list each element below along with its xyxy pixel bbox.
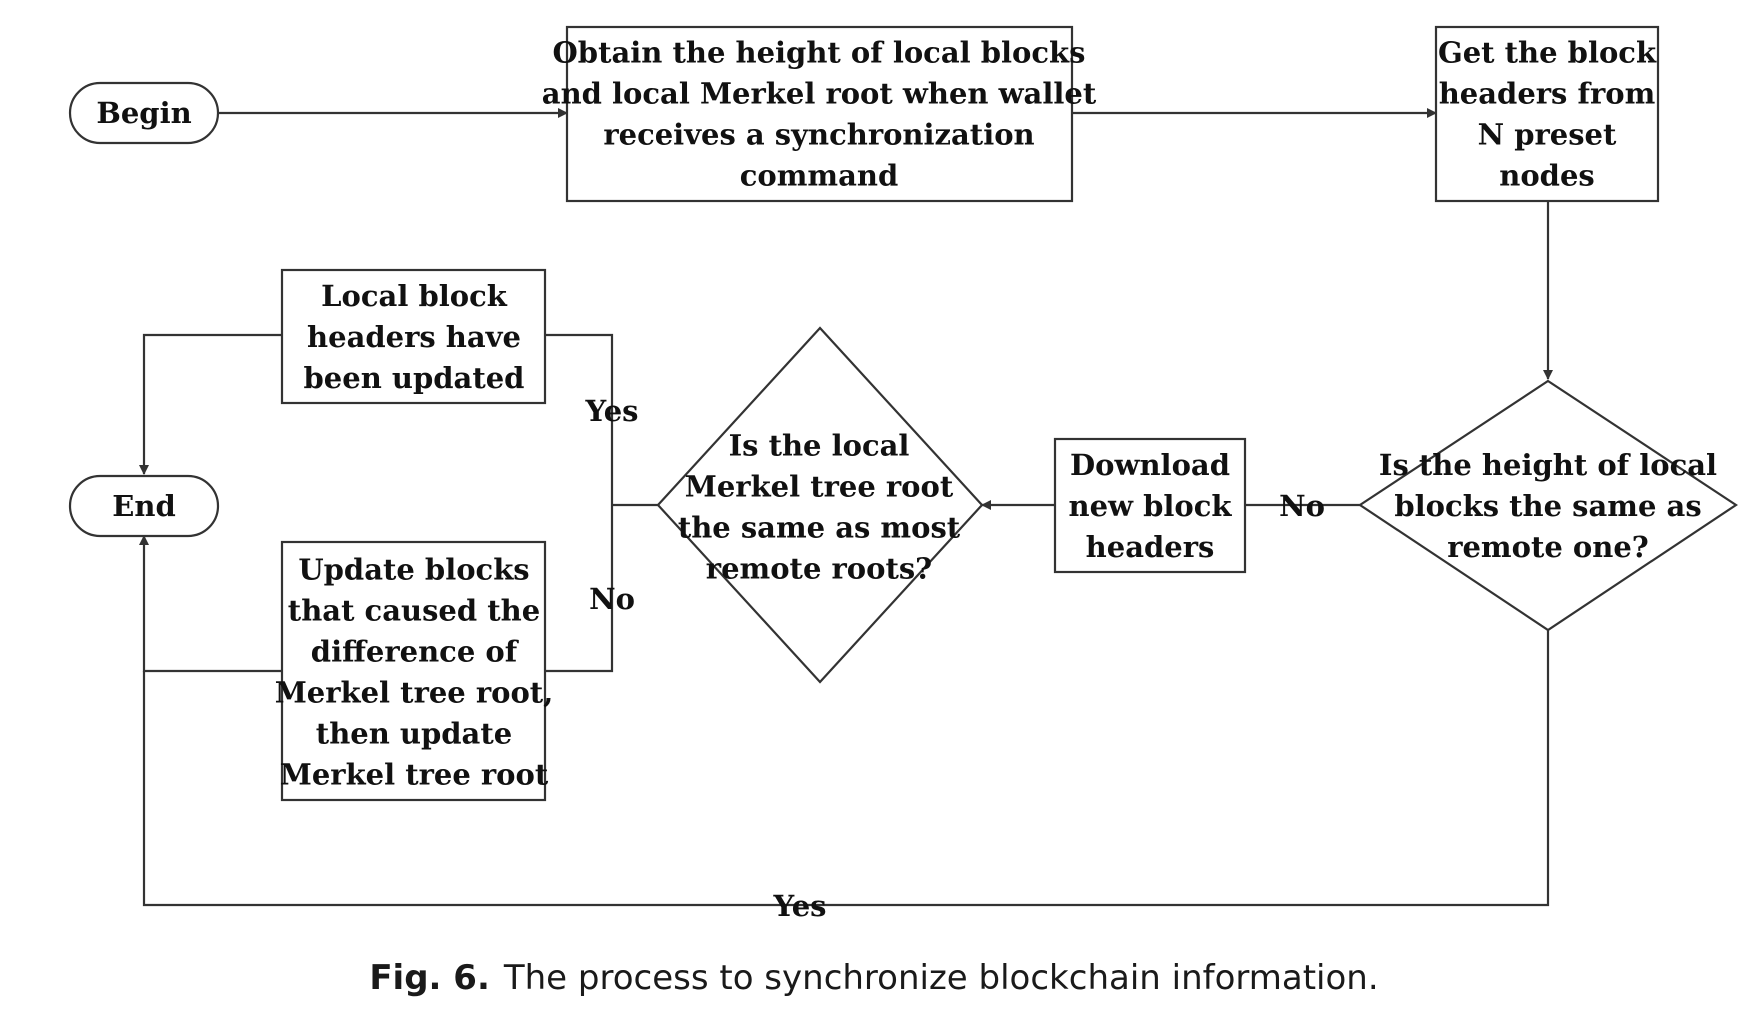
height-check-decision	[1358, 379, 1738, 632]
label-line: remote one?	[1447, 530, 1649, 564]
end-terminal	[68, 474, 220, 538]
end-label: End	[112, 489, 175, 523]
merkle-no-label: No	[589, 582, 635, 616]
height-no-label: No	[1279, 489, 1325, 523]
edge-height-yes-to-end	[142, 630, 1550, 907]
get-headers-process	[1434, 25, 1660, 203]
label-line: Obtain the height of local blocks	[553, 36, 1086, 70]
label-line: Update blocks	[298, 553, 529, 587]
height-yes-label: Yes	[773, 889, 827, 923]
figure-caption: Fig. 6. The process to synchronize blockc…	[0, 958, 1748, 998]
edge-merkle-no-to-update-blocks	[545, 505, 614, 673]
height-check-label: Is the height of local blocks the same as…	[1379, 448, 1717, 564]
label-line: the same as most	[678, 511, 961, 545]
get-headers-label: Get the block headers from N preset nodes	[1438, 36, 1657, 193]
label-line: command	[740, 159, 899, 193]
obtain-process	[565, 25, 1074, 203]
label-line: nodes	[1499, 159, 1594, 193]
download-label: Download new block headers	[1069, 448, 1233, 564]
edges	[139, 108, 1553, 907]
edge-merkle-yes-to-updated	[545, 333, 614, 505]
shapes	[68, 25, 1738, 802]
label-line: Download	[1070, 448, 1230, 482]
label-line: N preset	[1478, 118, 1617, 152]
label-line: and local Merkel root when wallet	[542, 77, 1097, 111]
label-line: Merkel tree root	[685, 470, 954, 504]
obtain-label: Obtain the height of local blocks and loc…	[542, 36, 1097, 193]
label-line: headers from	[1439, 77, 1656, 111]
edge-labels: No Yes Yes No	[585, 394, 1325, 923]
label-line: Merkel tree root,	[275, 676, 554, 710]
edge-update-blocks-to-end	[139, 535, 282, 673]
label-line: Is the height of local	[1379, 448, 1717, 482]
edge-updated-to-end	[139, 333, 282, 475]
label-line: been updated	[304, 361, 525, 395]
begin-label: Begin	[96, 96, 191, 130]
updated-label: Local block headers have been updated	[304, 279, 525, 395]
download-process	[1053, 437, 1247, 574]
label-line: headers have	[307, 320, 521, 354]
label-line: then update	[316, 717, 512, 751]
label-line: headers	[1086, 530, 1215, 564]
label-line: new block	[1069, 489, 1233, 523]
label-line: that caused the	[288, 594, 540, 628]
merkle-check-decision	[656, 326, 984, 684]
label-line: receives a synchronization	[603, 118, 1034, 152]
figure-caption-text: The process to synchronize blockchain in…	[503, 958, 1379, 998]
label-line: remote roots?	[706, 552, 932, 586]
label-line: Merkel tree root	[280, 758, 549, 792]
label-line: difference of	[311, 635, 520, 669]
figure-number: Fig. 6.	[369, 958, 490, 998]
label-line: blocks the same as	[1394, 489, 1701, 523]
updated-process	[280, 268, 547, 405]
update-blocks-process	[280, 540, 547, 802]
label-line: Get the block	[1438, 36, 1657, 70]
label-line: Local block	[321, 279, 508, 313]
merkle-yes-label: Yes	[585, 394, 639, 428]
label-line: Is the local	[729, 429, 910, 463]
update-blocks-label: Update blocks that caused the difference o…	[275, 553, 554, 792]
merkle-check-label: Is the local Merkel tree root the same as …	[678, 429, 961, 586]
node-labels: Begin End Obtain the height of local blo…	[96, 36, 1717, 792]
begin-terminal	[68, 81, 220, 145]
